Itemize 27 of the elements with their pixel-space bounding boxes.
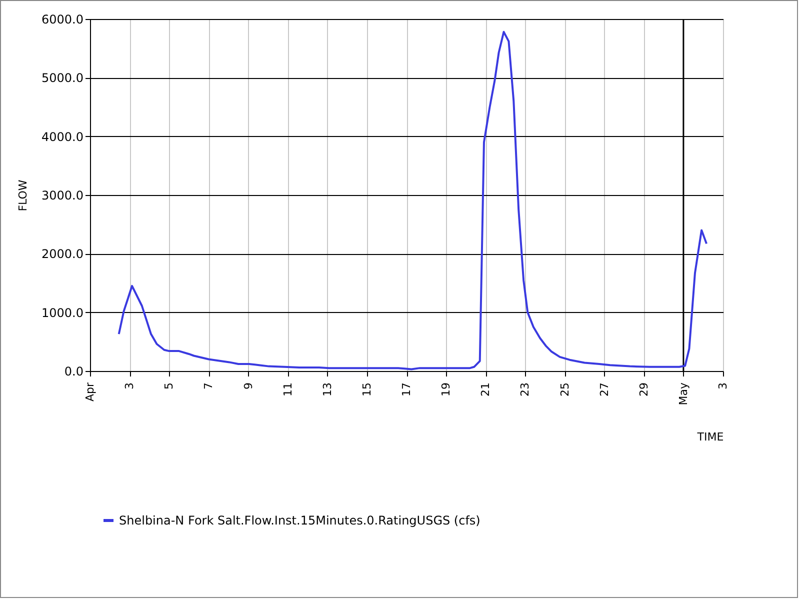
legend-label: Shelbina-N Fork Salt.Flow.Inst.15Minutes.0.RatingUSGS (cfs): [119, 514, 480, 528]
x-tick-label: 19: [440, 382, 453, 396]
y-tick-label: 2000.0: [42, 247, 84, 262]
x-tick-label: 27: [598, 382, 611, 396]
y-tick-label: 3000.0: [42, 188, 84, 202]
x-tick-label: 7: [202, 382, 216, 390]
y-tick-label: 1000.0: [42, 306, 84, 320]
x-tick-label: 23: [518, 382, 532, 396]
x-tick-label: May: [676, 382, 690, 406]
x-tick-label: 13: [320, 382, 334, 396]
x-tick-label: Apr: [84, 382, 96, 402]
x-axis-title: TIME: [696, 430, 724, 444]
y-axis-title: FLOW: [16, 180, 30, 212]
y-tick-label: 0.0: [64, 364, 84, 378]
x-tick-label: 5: [162, 382, 176, 390]
y-tick-label: 5000.0: [42, 71, 84, 86]
x-tick-label: 21: [479, 382, 492, 396]
y-tick-label: 4000.0: [42, 130, 84, 144]
x-tick-label: 9: [242, 382, 255, 390]
x-tick-label: 11: [281, 382, 294, 396]
x-tick-label: 3: [716, 382, 730, 390]
x-tick-label: 3: [123, 382, 136, 390]
x-tick-label: 15: [360, 382, 374, 396]
x-tick-label: 25: [558, 382, 572, 396]
x-tick-label: 17: [400, 382, 413, 396]
y-tick-label: 6000.0: [42, 12, 84, 26]
x-tick-label: 29: [637, 382, 650, 396]
